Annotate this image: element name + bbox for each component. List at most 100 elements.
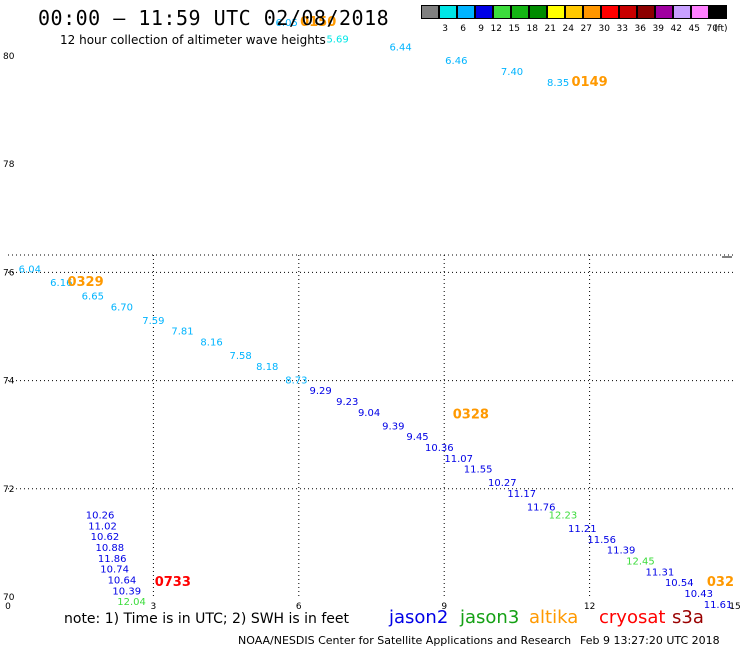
legend-label: 9 [478, 24, 484, 34]
wave-height-label: 11.31 [646, 567, 675, 578]
wave-height-label: 10.88 [95, 543, 124, 554]
wave-height-label: 10.54 [665, 578, 694, 589]
wave-height-label: 10.62 [91, 532, 120, 543]
wave-height-label: 9.39 [382, 421, 404, 432]
legend-swatch [673, 5, 691, 19]
legend-label: 36 [634, 24, 646, 34]
wave-height-label: 5.69 [326, 34, 348, 45]
legend-label: 24 [562, 24, 574, 34]
wave-height-label: 7.81 [171, 327, 193, 338]
legend-label: 21 [544, 24, 556, 34]
legend-swatch [421, 5, 439, 19]
legend-swatch [547, 5, 565, 19]
wave-height-label: 8.73 [285, 375, 307, 386]
legend-swatch [637, 5, 655, 19]
wave-height-label: 11.07 [444, 454, 473, 465]
page-subtitle: 12 hour collection of altimeter wave hei… [60, 33, 326, 47]
wave-height-label: 7.58 [230, 351, 252, 362]
pass-number-label: 0150 [300, 15, 336, 30]
wave-height-label: 6.16 [50, 278, 72, 289]
legend-swatch [601, 5, 619, 19]
wave-height-label: 11.61 [704, 600, 733, 611]
wave-height-label: 9.29 [309, 386, 331, 397]
credit-line: NOAA/NESDIS Center for Satellite Applica… [238, 634, 572, 647]
wave-height-label: 12.23 [549, 511, 578, 522]
wave-height-label: 10.36 [425, 443, 454, 454]
page-title: 00:00 – 11:59 UTC 02/08/2018 [38, 6, 390, 30]
legend-unit: (ft) [714, 24, 728, 34]
legend-label: 3 [442, 24, 448, 34]
wave-height-label: 11.86 [98, 554, 127, 565]
y-tick-label: 80 [3, 52, 15, 62]
x-tick-label: 0 [5, 602, 11, 612]
wave-height-label: 11.21 [568, 524, 597, 535]
wave-height-label: 10.43 [684, 589, 713, 600]
legend-swatch [439, 5, 457, 19]
satellite-name-jason3: jason3 [460, 607, 520, 628]
legend-label: 15 [508, 24, 520, 34]
wave-height-label: 8.18 [256, 362, 278, 373]
x-tick-label: 3 [151, 602, 157, 612]
y-tick-label: 74 [3, 377, 15, 387]
wave-height-label: 11.55 [464, 465, 493, 476]
wave-height-label: 10.27 [488, 478, 517, 489]
legend-label: 12 [490, 24, 502, 34]
legend-label: 6 [460, 24, 466, 34]
y-tick-label: 72 [3, 485, 14, 495]
satellite-name-jason2: jason2 [389, 607, 449, 628]
pass-number-label: 0733 [155, 575, 191, 590]
y-tick-label: 70 [3, 593, 15, 603]
legend-label: 30 [598, 24, 610, 34]
legend-swatch [493, 5, 511, 19]
legend-swatch [583, 5, 601, 19]
legend-label: 39 [652, 24, 664, 34]
wave-height-label: 7.59 [142, 316, 164, 327]
legend-swatch [475, 5, 493, 19]
wave-height-label: 11.76 [527, 502, 556, 513]
x-tick-label: 6 [296, 602, 302, 612]
legend-swatch [691, 5, 709, 19]
x-tick-label: 9 [441, 602, 447, 612]
y-tick-label: 78 [3, 160, 15, 170]
wave-height-label: 10.39 [112, 586, 141, 597]
footer-note: note: 1) Time is in UTC; 2) SWH is in fe… [64, 611, 350, 627]
wave-height-label: 10.74 [100, 565, 129, 576]
pass-number-label: 0149 [572, 75, 608, 90]
wave-height-label: 11.02 [88, 521, 117, 532]
axis-tick-labels: 80 78 76 74 72 700 3 6 9 12 15 [3, 52, 740, 612]
x-tick-label: 15 [729, 602, 740, 612]
legend-label: 45 [688, 24, 700, 34]
wave-height-label: 10.64 [108, 575, 137, 586]
wave-height-label: 6.46 [445, 56, 467, 67]
legend-swatch [619, 5, 637, 19]
wave-height-label: 12.45 [626, 557, 655, 568]
wave-height-label: 6.70 [111, 302, 133, 313]
legend-swatch [511, 5, 529, 19]
wave-height-label: 6.44 [389, 43, 411, 54]
pass-labels: 0150 0149 0329 0328 0733 032 [67, 15, 734, 590]
legend-swatch [709, 5, 727, 19]
wave-height-label: 11.56 [587, 535, 616, 546]
timestamp: Feb 9 13:27:20 UTC 2018 [580, 634, 720, 647]
wave-height-label: 9.45 [406, 432, 428, 443]
wave-height-label: 11.17 [507, 489, 536, 500]
wave-height-label: 8.35 [547, 78, 569, 89]
satellite-name-cryosat: cryosat [599, 607, 666, 628]
satellite-name-s3a: s3a [672, 607, 704, 628]
grid-lines [8, 254, 735, 598]
legend-label: 18 [526, 24, 538, 34]
legend-swatch [529, 5, 547, 19]
wave-height-label: 6.65 [82, 291, 104, 302]
legend-label: 70 [706, 24, 718, 34]
wave-height-observations: 6.05 5.69 6.44 6.46 7.40 8.35 6.04 6.16 6.65 6.70… [19, 18, 733, 611]
legend-label: 27 [580, 24, 592, 34]
legend-swatch [655, 5, 673, 19]
y-tick-label: 76 [3, 268, 15, 278]
x-tick-label: 12 [584, 602, 595, 612]
pass-number-label: 0328 [453, 407, 489, 422]
wave-height-label: 6.05 [276, 18, 298, 29]
wave-height-label: 8.16 [200, 337, 222, 348]
legend-label: 33 [616, 24, 628, 34]
pass-number-label: 0329 [67, 275, 103, 290]
